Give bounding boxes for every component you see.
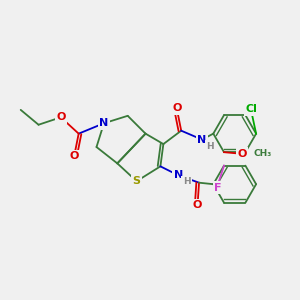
Text: O: O bbox=[56, 112, 65, 122]
Text: H: H bbox=[183, 177, 190, 186]
Text: O: O bbox=[172, 103, 182, 113]
Text: CH₃: CH₃ bbox=[254, 149, 272, 158]
Text: O: O bbox=[70, 151, 79, 161]
Text: O: O bbox=[193, 200, 202, 210]
Text: F: F bbox=[214, 183, 222, 193]
Text: Cl: Cl bbox=[246, 104, 258, 114]
Text: N: N bbox=[99, 118, 109, 128]
Text: N: N bbox=[197, 135, 207, 145]
Text: S: S bbox=[133, 176, 141, 186]
Text: N: N bbox=[174, 170, 183, 180]
Text: O: O bbox=[237, 149, 247, 159]
Text: H: H bbox=[206, 142, 214, 151]
